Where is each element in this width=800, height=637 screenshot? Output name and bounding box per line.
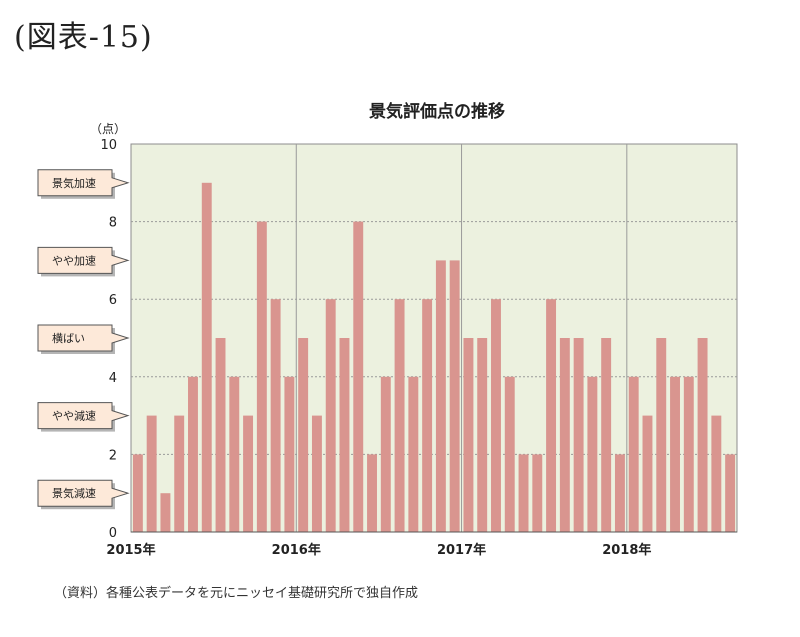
figure-label: (図表-15)	[14, 20, 153, 55]
y-tick-label: 8	[109, 216, 117, 231]
bar	[380, 376, 391, 532]
bar	[491, 299, 501, 532]
bar	[146, 415, 157, 532]
bar	[683, 376, 694, 532]
bar	[422, 299, 433, 532]
callout-label: 景気減速	[52, 486, 96, 500]
bar	[518, 454, 529, 532]
callout: やや減速	[37, 402, 130, 432]
callout-label: 景気加速	[52, 176, 96, 190]
callout-box	[37, 246, 130, 274]
callout: やや加速	[37, 246, 130, 277]
bar	[546, 299, 557, 532]
chart-title: 景気評価点の推移	[369, 101, 505, 122]
bar	[367, 454, 377, 532]
bar	[532, 454, 543, 532]
bar	[339, 338, 350, 532]
y-tick-label: 4	[109, 371, 117, 386]
axes: 0 2 4 6 8 10 2015年 2016年 2017年 2018年	[100, 138, 737, 558]
bar	[160, 493, 171, 532]
bar	[394, 299, 405, 532]
bar	[311, 415, 322, 532]
bar	[697, 338, 708, 532]
y-tick-label: 10	[100, 138, 117, 153]
callout-box	[37, 402, 130, 430]
bar-series	[132, 182, 736, 533]
bar	[601, 338, 612, 532]
bar	[270, 299, 281, 532]
bar	[614, 454, 625, 532]
y-tick-label: 2	[109, 448, 117, 463]
bar	[201, 182, 212, 533]
bar	[353, 221, 364, 532]
bar	[463, 338, 474, 532]
callout-box	[37, 479, 130, 507]
bar	[670, 376, 680, 532]
bar	[188, 376, 198, 532]
bar	[573, 338, 584, 532]
bar	[132, 454, 143, 532]
x-tick-label: 2017年	[437, 542, 486, 558]
bar	[628, 376, 639, 532]
callout: 景気加速	[37, 169, 130, 199]
bar	[559, 338, 570, 532]
bar	[449, 260, 460, 532]
bar	[174, 415, 185, 532]
callout-label: やや減速	[52, 409, 96, 423]
source-note: （資料）各種公表データを元にニッセイ基礎研究所で独自作成	[54, 586, 419, 601]
callout-label: 横ばい	[52, 331, 85, 345]
x-tick-label: 2015年	[106, 542, 155, 558]
x-tick-label: 2018年	[602, 542, 651, 558]
bar	[642, 415, 653, 532]
callout-box	[37, 324, 130, 352]
callout-box	[37, 169, 130, 197]
callout: 横ばい	[37, 324, 130, 354]
bar	[284, 376, 295, 532]
callout-label: やや加速	[52, 254, 96, 267]
y-axis-unit-label: （点）	[90, 122, 126, 136]
bar	[656, 338, 667, 532]
x-tick-label: 2016年	[272, 542, 321, 558]
callout: 景気減速	[37, 479, 130, 510]
bar	[477, 338, 488, 532]
bar	[215, 338, 226, 532]
bar	[725, 454, 736, 532]
bar	[711, 415, 722, 532]
bar	[243, 415, 254, 532]
y-tick-label: 0	[109, 526, 117, 541]
bar	[298, 338, 309, 532]
y-tick-label: 6	[109, 293, 117, 308]
bar	[435, 260, 446, 532]
bar	[504, 376, 515, 532]
bar	[256, 221, 267, 532]
bar	[229, 376, 240, 532]
bar	[587, 376, 598, 532]
bar	[325, 299, 336, 532]
bar	[408, 376, 419, 532]
